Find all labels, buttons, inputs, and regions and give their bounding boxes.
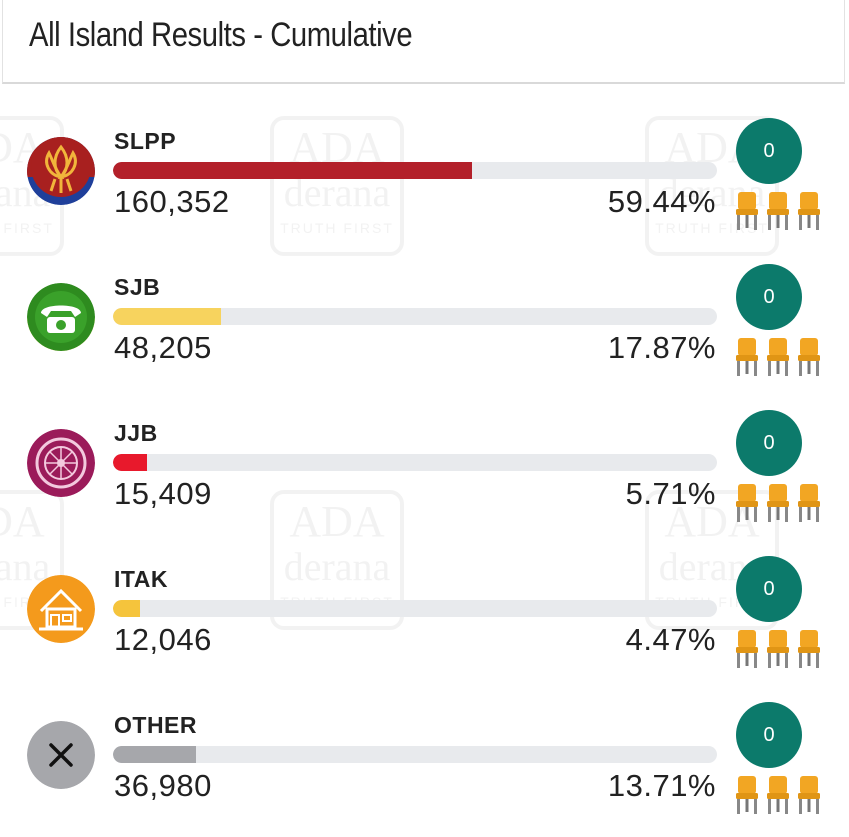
party-name: OTHER — [114, 712, 197, 738]
compass-icon — [27, 429, 95, 497]
seat-chairs — [734, 192, 824, 230]
party-row-jjb: JJB 15,409 5.71% 0 — [0, 410, 849, 556]
chair-icon — [734, 338, 760, 376]
vote-percentage: 17.87% — [607, 330, 716, 365]
close-icon — [27, 721, 95, 789]
chair-icon — [796, 484, 822, 522]
vote-count: 160,352 — [114, 184, 230, 219]
chair-icon — [765, 192, 791, 230]
chair-icon — [734, 192, 760, 230]
vote-bar-fill — [113, 308, 221, 325]
chair-icon — [734, 484, 760, 522]
seat-chairs — [734, 776, 824, 814]
chair-icon — [765, 776, 791, 814]
vote-count: 15,409 — [114, 476, 212, 511]
vote-bar-fill — [113, 600, 140, 617]
party-row-other: OTHER 36,980 13.71% 0 — [0, 702, 849, 837]
house-icon — [27, 575, 95, 643]
chair-icon — [765, 630, 791, 668]
seat-count-badge: 0 — [736, 702, 802, 768]
party-row-sjb: SJB 48,205 17.87% 0 — [0, 264, 849, 410]
lotus-bud-icon — [27, 137, 95, 205]
chair-icon — [796, 630, 822, 668]
chair-icon — [734, 776, 760, 814]
chair-icon — [796, 338, 822, 376]
seat-count-badge: 0 — [736, 264, 802, 330]
seat-count-badge: 0 — [736, 118, 802, 184]
telephone-icon — [27, 283, 95, 351]
vote-percentage: 5.71% — [625, 476, 716, 511]
vote-count: 36,980 — [114, 768, 212, 803]
seat-count-badge: 0 — [736, 556, 802, 622]
page-title: All Island Results - Cumulative — [29, 16, 413, 54]
party-name: SJB — [114, 274, 161, 300]
vote-count: 48,205 — [114, 330, 212, 365]
chair-icon — [765, 484, 791, 522]
chair-icon — [765, 338, 791, 376]
vote-bar-fill — [113, 162, 473, 179]
vote-percentage: 13.71% — [607, 768, 716, 803]
party-row-itak: ITAK 12,046 4.47% 0 — [0, 556, 849, 702]
chair-icon — [796, 192, 822, 230]
vote-percentage: 59.44% — [607, 184, 716, 219]
vote-bar-track — [113, 308, 717, 325]
vote-bar-track — [113, 454, 717, 471]
vote-bar-fill — [113, 746, 196, 763]
vote-bar-fill — [113, 454, 148, 471]
seat-chairs — [734, 630, 824, 668]
vote-bar-track — [113, 746, 717, 763]
vote-percentage: 4.47% — [625, 622, 716, 657]
panel-header: All Island Results - Cumulative — [2, 0, 845, 84]
vote-bar-track — [113, 600, 717, 617]
party-name: SLPP — [114, 128, 177, 154]
vote-bar-track — [113, 162, 717, 179]
seat-chairs — [734, 484, 824, 522]
seat-chairs — [734, 338, 824, 376]
party-row-slpp: SLPP 160,352 59.44% 0 — [0, 118, 849, 264]
party-name: ITAK — [114, 566, 168, 592]
vote-count: 12,046 — [114, 622, 212, 657]
chair-icon — [734, 630, 760, 668]
seat-count-badge: 0 — [736, 410, 802, 476]
party-name: JJB — [114, 420, 158, 446]
chair-icon — [796, 776, 822, 814]
